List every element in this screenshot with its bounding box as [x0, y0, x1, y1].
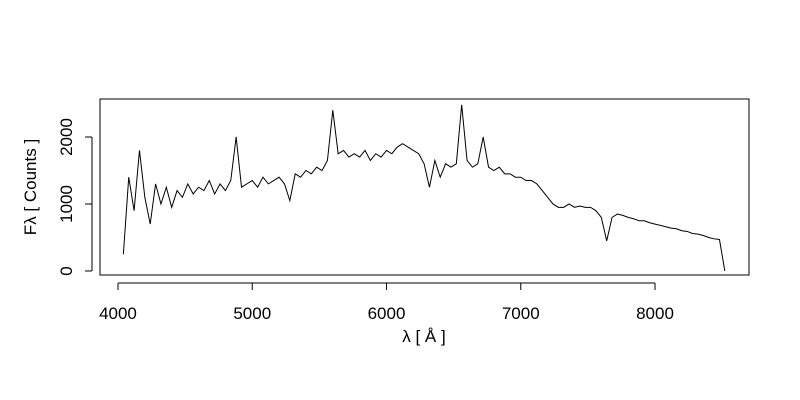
- x-tick-label: 8000: [636, 304, 674, 323]
- x-tick-label: 5000: [233, 304, 271, 323]
- y-tick-label: 2000: [57, 118, 76, 156]
- y-axis-label: Fλ [ Counts ]: [21, 139, 40, 235]
- x-axis-label: λ [ Å ]: [402, 327, 445, 346]
- plot-frame: [99, 98, 750, 276]
- y-tick-label: 0: [57, 266, 76, 275]
- x-tick-label: 6000: [368, 304, 406, 323]
- x-tick-label: 4000: [99, 304, 137, 323]
- y-tick-label: 1000: [57, 185, 76, 223]
- x-tick-label: 7000: [502, 304, 540, 323]
- spectrum-line: [122, 104, 726, 272]
